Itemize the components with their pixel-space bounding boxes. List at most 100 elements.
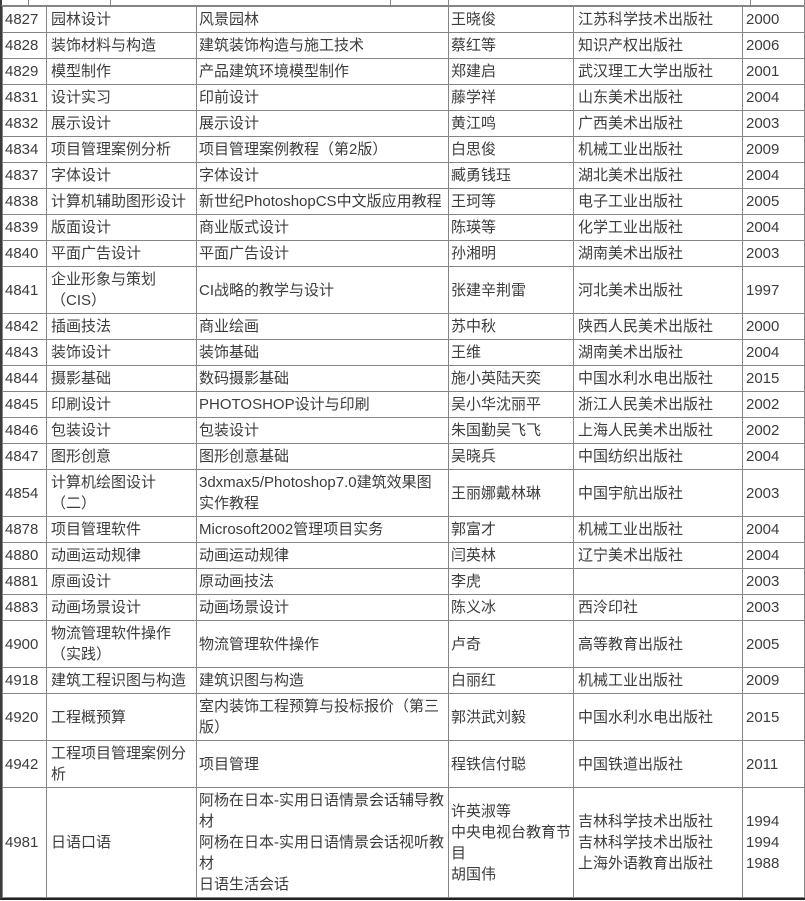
cell-book-title: CI战略的教学与设计: [196, 266, 449, 314]
cell-publisher: [573, 568, 743, 595]
cell-book-title: 印前设计: [196, 84, 449, 111]
cell-publish-year: 2001: [742, 58, 805, 85]
cell-course-name: 平面广告设计: [46, 240, 197, 267]
cell-publisher: 机械工业出版社: [573, 667, 743, 694]
cell-book-title: Microsoft2002管理项目实务: [196, 516, 449, 543]
cell-publish-year: 2011: [742, 740, 805, 788]
cell-book-title: 装饰基础: [196, 339, 449, 366]
cell-author: 陈瑛等: [448, 214, 574, 241]
cell-record-id: 4827: [2, 6, 47, 33]
cell-publish-year: 2003: [742, 240, 805, 267]
cell-publisher: 上海人民美术出版社: [573, 417, 743, 444]
cell-publisher: 高等教育出版社: [573, 620, 743, 668]
cell-publish-year: 2000: [742, 6, 805, 33]
cell-book-title: 动画场景设计: [196, 594, 449, 621]
cell-course-name: 字体设计: [46, 162, 197, 189]
cell-author: 陈义冰: [448, 594, 574, 621]
partial-row-divider: [448, 0, 449, 5]
table-row: 4900 物流管理软件操作 （实践） 物流管理软件操作 卢奇 高等教育出版社 2005: [2, 620, 805, 668]
cell-author: 苏中秋: [448, 313, 574, 340]
table-row: 4880 动画运动规律 动画运动规律 闫英林 辽宁美术出版社 2004: [2, 542, 805, 569]
cell-publish-year: 2004: [742, 542, 805, 569]
cell-author: 白思俊: [448, 136, 574, 163]
cell-publish-year: 2003: [742, 594, 805, 621]
cell-author: 朱国勤吴飞飞: [448, 417, 574, 444]
cell-publisher: 浙江人民美术出版社: [573, 391, 743, 418]
table-row: 4881 原画设计 原动画技法 李虎 2003: [2, 568, 805, 595]
cell-book-title: 产品建筑环境模型制作: [196, 58, 449, 85]
cell-publish-year: 2003: [742, 568, 805, 595]
cell-author: 王丽娜戴林琳: [448, 469, 574, 517]
cell-book-title: 物流管理软件操作: [196, 620, 449, 668]
cell-publish-year: 2004: [742, 443, 805, 470]
table-row: 4832 展示设计 展示设计 黄江鸣 广西美术出版社 2003: [2, 110, 805, 137]
cell-publisher: 中国铁道出版社: [573, 740, 743, 788]
cell-publisher: 中国纺织出版社: [573, 443, 743, 470]
cell-publish-year: 2000: [742, 313, 805, 340]
cell-publisher: 湖南美术出版社: [573, 240, 743, 267]
cell-record-id: 4838: [2, 188, 47, 215]
table-row: 4829 模型制作 产品建筑环境模型制作 郑建启 武汉理工大学出版社 2001: [2, 58, 805, 85]
cell-course-name: 装饰材料与构造: [46, 32, 197, 59]
cell-publisher: 湖南美术出版社: [573, 339, 743, 366]
cell-book-title: 包装设计: [196, 417, 449, 444]
partial-row-above: [0, 0, 805, 6]
cell-book-title: 动画运动规律: [196, 542, 449, 569]
cell-book-title: 风景园林: [196, 6, 449, 33]
cell-publisher: 辽宁美术出版社: [573, 542, 743, 569]
books-table-container: 4827 园林设计 风景园林 王晓俊 江苏科学技术出版社 2000 4828 装饰材料与构造建…: [0, 6, 805, 900]
cell-author: 许英淑等 中央电视台教育节 目 胡国伟: [448, 787, 574, 898]
table-row: 4838 计算机辅助图形设计 新世纪PhotoshopCS中文版应用教程 王珂等 电子工…: [2, 188, 805, 215]
cell-publisher: 河北美术出版社: [573, 266, 743, 314]
cell-publish-year: 1994 1994 1988: [742, 787, 805, 898]
cell-record-id: 4843: [2, 339, 47, 366]
cell-publisher: 中国水利水电出版社: [573, 365, 743, 392]
cell-author: 闫英林: [448, 542, 574, 569]
cell-author: 吴小华沈丽平: [448, 391, 574, 418]
cell-publisher: 广西美术出版社: [573, 110, 743, 137]
cell-book-title: 商业版式设计: [196, 214, 449, 241]
cell-course-name: 插画技法: [46, 313, 197, 340]
cell-course-name: 企业形象与策划 （CIS）: [46, 266, 197, 314]
partial-row-divider: [28, 0, 29, 5]
cell-author: 郑建启: [448, 58, 574, 85]
table-row: 4918 建筑工程识图与构造 建筑识图与构造 白丽红 机械工业出版社 2009: [2, 667, 805, 694]
cell-record-id: 4842: [2, 313, 47, 340]
cell-course-name: 建筑工程识图与构造: [46, 667, 197, 694]
cell-record-id: 4841: [2, 266, 47, 314]
cell-publish-year: 2009: [742, 667, 805, 694]
cell-publish-year: 2004: [742, 84, 805, 111]
cell-publisher: 机械工业出版社: [573, 136, 743, 163]
cell-publisher: 西泠印社: [573, 594, 743, 621]
cell-course-name: 项目管理案例分析: [46, 136, 197, 163]
cell-course-name: 计算机绘图设计 （二）: [46, 469, 197, 517]
cell-author: 藤学祥: [448, 84, 574, 111]
cell-course-name: 动画运动规律: [46, 542, 197, 569]
cell-publish-year: 2006: [742, 32, 805, 59]
cell-course-name: 模型制作: [46, 58, 197, 85]
cell-publisher: 机械工业出版社: [573, 516, 743, 543]
table-row: 4837 字体设计 字体设计 臧勇钱珏 湖北美术出版社 2004: [2, 162, 805, 189]
cell-author: 施小英陆天奕: [448, 365, 574, 392]
cell-author: 王晓俊: [448, 6, 574, 33]
cell-record-id: 4854: [2, 469, 47, 517]
cell-author: 臧勇钱珏: [448, 162, 574, 189]
cell-record-id: 4918: [2, 667, 47, 694]
cell-publish-year: 2003: [742, 469, 805, 517]
cell-book-title: 原动画技法: [196, 568, 449, 595]
table-row: 4831 设计实习 印前设计 藤学祥 山东美术出版社 2004: [2, 84, 805, 111]
cell-course-name: 展示设计: [46, 110, 197, 137]
cell-publisher: 湖北美术出版社: [573, 162, 743, 189]
cell-book-title: 项目管理案例教程（第2版）: [196, 136, 449, 163]
cell-record-id: 4828: [2, 32, 47, 59]
cell-record-id: 4920: [2, 693, 47, 741]
cell-course-name: 装饰设计: [46, 339, 197, 366]
cell-record-id: 4845: [2, 391, 47, 418]
cell-book-title: 数码摄影基础: [196, 365, 449, 392]
cell-publish-year: 2015: [742, 365, 805, 392]
cell-record-id: 4846: [2, 417, 47, 444]
cell-course-name: 工程概预算: [46, 693, 197, 741]
cell-author: 蔡红等: [448, 32, 574, 59]
cell-author: 卢奇: [448, 620, 574, 668]
table-row: 4854 计算机绘图设计 （二） 3dxmax5/Photoshop7.0建筑效果图…: [2, 469, 805, 517]
